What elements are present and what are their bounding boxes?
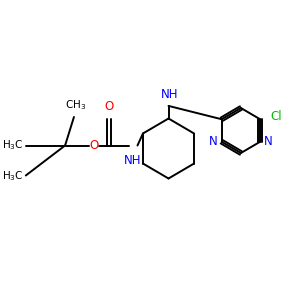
Text: N: N <box>264 135 273 148</box>
Text: N: N <box>209 135 218 148</box>
Text: H$_3$C: H$_3$C <box>2 169 23 183</box>
Text: H$_3$C: H$_3$C <box>2 138 23 152</box>
Text: NH: NH <box>124 154 142 167</box>
Text: O: O <box>89 139 99 152</box>
Text: O: O <box>105 100 114 112</box>
Text: CH$_3$: CH$_3$ <box>65 98 86 112</box>
Text: Cl: Cl <box>270 110 282 123</box>
Text: NH: NH <box>161 88 179 101</box>
